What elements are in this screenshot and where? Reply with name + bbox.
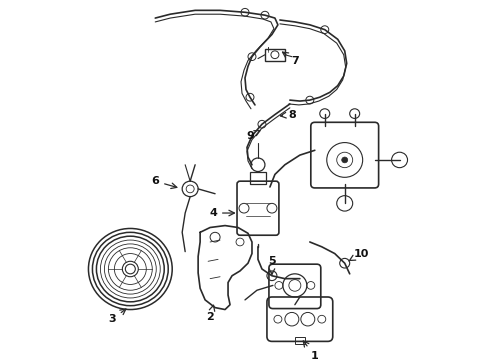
- Text: 3: 3: [109, 309, 126, 324]
- Text: 7: 7: [283, 52, 299, 66]
- Circle shape: [342, 157, 348, 163]
- Text: 8: 8: [280, 109, 296, 120]
- Text: 6: 6: [151, 176, 177, 189]
- Text: 5: 5: [268, 256, 276, 274]
- Text: 9: 9: [246, 131, 260, 141]
- Text: 1: 1: [303, 341, 318, 360]
- Text: 10: 10: [349, 248, 369, 261]
- Text: 4: 4: [209, 208, 234, 218]
- Circle shape: [125, 264, 135, 274]
- Bar: [265, 49, 285, 60]
- Text: 2: 2: [206, 305, 215, 322]
- Bar: [250, 171, 266, 184]
- Bar: [295, 337, 305, 344]
